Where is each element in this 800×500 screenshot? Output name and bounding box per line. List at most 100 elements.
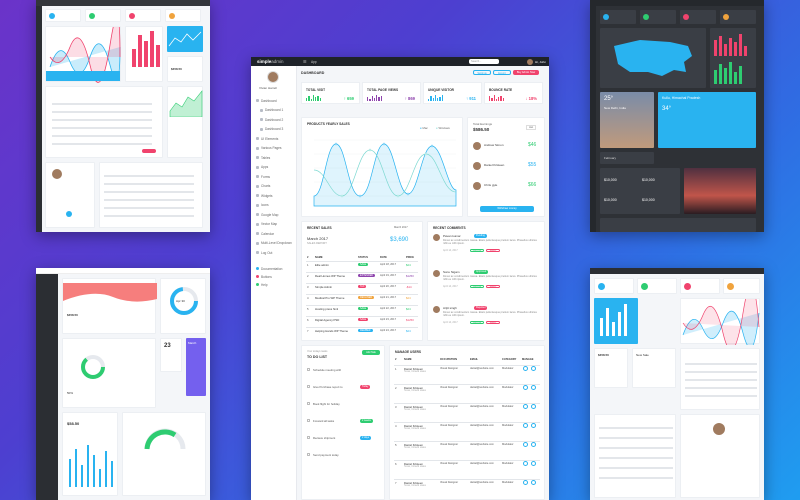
avatar[interactable]	[473, 162, 481, 170]
product-name[interactable]: Medical Pro WP Theme	[315, 296, 345, 300]
todo-checkbox[interactable]	[307, 385, 310, 388]
reject-button[interactable]: Reject	[486, 320, 500, 325]
sidebar-item[interactable]: Dashboard	[256, 98, 277, 103]
stat-card: TOTAL PAGE VIEWS ↑ 869	[362, 82, 421, 104]
sidebar-item[interactable]: Log Out	[256, 250, 272, 255]
sidebar-item[interactable]: Charts	[256, 184, 270, 189]
todo-checkbox[interactable]	[307, 453, 310, 456]
avatar[interactable]	[473, 142, 481, 150]
row-number: 3	[307, 285, 309, 289]
stat-spark-bar	[367, 97, 369, 101]
product-name[interactable]: Digital Agency PSD	[315, 318, 340, 322]
user-greeting[interactable]: Hi, John	[535, 59, 547, 64]
sidebar-item[interactable]: Dashboard 2	[260, 117, 283, 122]
edit-icon[interactable]	[523, 442, 528, 447]
delete-icon[interactable]	[531, 366, 536, 371]
approve-button[interactable]: Approve	[470, 284, 484, 289]
circle-icon	[256, 275, 259, 278]
column-header: MANAGE	[522, 358, 534, 361]
product-name[interactable]: Elite admin	[315, 263, 329, 267]
product-name[interactable]: Simple Admin	[315, 285, 333, 289]
sidebar-item[interactable]: UI Elements	[256, 136, 278, 141]
todo-checkbox[interactable]	[307, 402, 310, 405]
edit-icon[interactable]	[523, 404, 528, 409]
delete-icon[interactable]	[531, 461, 536, 466]
edit-icon[interactable]	[523, 423, 528, 428]
profile-name[interactable]: Vivian Harrell	[259, 86, 277, 90]
column-header: CATEGORY	[502, 358, 517, 361]
buy-button[interactable]: Buy Admin Now	[513, 70, 539, 75]
todo-checkbox[interactable]	[307, 436, 310, 439]
edit-icon[interactable]	[523, 366, 528, 371]
sidebar-extra-item[interactable]: Help	[256, 282, 268, 287]
avatar[interactable]	[527, 58, 533, 65]
sidebar-item[interactable]: Multi-Level Dropdown	[256, 241, 292, 246]
approve-button[interactable]: Approve	[470, 320, 484, 325]
delete-icon[interactable]	[531, 480, 536, 485]
product-name[interactable]: Hosting press html	[315, 307, 339, 311]
dashboard-thumb-top-right[interactable]: 25° New Delhi, India Kullu, Himachal Pra…	[590, 0, 764, 232]
sidebar-item[interactable]: Dashboard 1	[260, 108, 283, 113]
dashboard-thumb-top-left[interactable]: $458.50	[36, 0, 210, 232]
sidebar-item[interactable]: Icons	[256, 203, 269, 208]
withdraw-button[interactable]: Withdraw money	[480, 206, 534, 212]
sidebar-item[interactable]: Apps	[256, 165, 268, 170]
avatar[interactable]	[433, 234, 440, 241]
delete-icon[interactable]	[531, 385, 536, 390]
reject-button[interactable]: Reject	[486, 248, 500, 253]
sidebar-extra-item[interactable]: Documentation	[256, 266, 282, 271]
product-name[interactable]: Helping Hands WP Theme	[315, 329, 349, 333]
todo-checkbox[interactable]	[307, 368, 310, 371]
edit-icon[interactable]	[523, 461, 528, 466]
user-name[interactable]: Daniel Kristeen	[404, 481, 423, 485]
delete-icon[interactable]	[531, 404, 536, 409]
sidebar-item[interactable]: Various Pages	[256, 146, 282, 151]
settings-button[interactable]: Settings	[473, 70, 491, 75]
edit-icon[interactable]	[523, 480, 528, 485]
month-filter[interactable]: March 2017	[394, 226, 408, 229]
approve-button[interactable]: Approve	[470, 248, 484, 253]
status-badge: SALE	[358, 306, 369, 311]
search-input[interactable]: Search...	[469, 59, 499, 64]
sidebar-item[interactable]: Google Map	[256, 212, 278, 217]
sidebar-item[interactable]: Forms	[256, 174, 270, 179]
stat-sparkbars	[367, 95, 383, 101]
user-name[interactable]: Daniel Kristeen	[404, 462, 423, 466]
user-name[interactable]: Daniel Kristeen	[404, 367, 423, 371]
reject-button[interactable]: Reject	[486, 284, 500, 289]
export-button[interactable]: Export	[493, 70, 511, 75]
add-task-button[interactable]: Add Task	[362, 350, 380, 355]
edit-icon[interactable]	[523, 385, 528, 390]
brand-logo[interactable]: simpleadmin	[257, 59, 284, 64]
sidebar-item[interactable]: Widgets	[256, 193, 273, 198]
red-button[interactable]	[142, 149, 156, 153]
yearly-sales-chart	[313, 139, 457, 207]
menu-icon[interactable]: ☰	[303, 59, 307, 64]
delete-icon[interactable]	[531, 442, 536, 447]
product-name[interactable]: Real Homes WP Theme	[315, 274, 346, 278]
delete-icon[interactable]	[531, 423, 536, 428]
user-name[interactable]: Daniel Kristeen	[404, 386, 423, 390]
sidebar-item[interactable]: Vector Map	[256, 222, 277, 227]
profile-avatar[interactable]	[267, 71, 279, 83]
todo-checkbox[interactable]	[307, 419, 310, 422]
avatar[interactable]	[433, 270, 440, 277]
stat-title: TOTAL PAGE VIEWS	[367, 88, 399, 92]
sidebar-item[interactable]: Tables	[256, 155, 270, 160]
user-name[interactable]: Daniel Kristeen	[404, 443, 423, 447]
nav-tab[interactable]: App	[311, 59, 317, 64]
calendar-month: February	[604, 156, 617, 160]
user-name[interactable]: Daniel Kristeen	[404, 424, 423, 428]
dashboard-thumb-middle-left[interactable]: $458.50 Apr 30 50% 23 March $58.50	[36, 268, 210, 500]
period-select[interactable]: Jan	[526, 125, 537, 130]
stat-spark-bar	[315, 97, 317, 101]
avatar[interactable]	[433, 306, 440, 313]
row-number: 7	[307, 329, 309, 333]
sidebar-extra-item[interactable]: Buttons	[256, 274, 272, 279]
sidebar-item[interactable]: Calendar	[256, 231, 274, 236]
sidebar-item[interactable]: Dashboard 3	[260, 127, 283, 132]
dashboard-thumb-middle-right[interactable]: $458.50 New Sale	[590, 268, 764, 500]
weather-temp: 25°	[604, 96, 614, 102]
avatar[interactable]	[473, 182, 481, 190]
user-name[interactable]: Daniel Kristeen	[404, 405, 423, 409]
